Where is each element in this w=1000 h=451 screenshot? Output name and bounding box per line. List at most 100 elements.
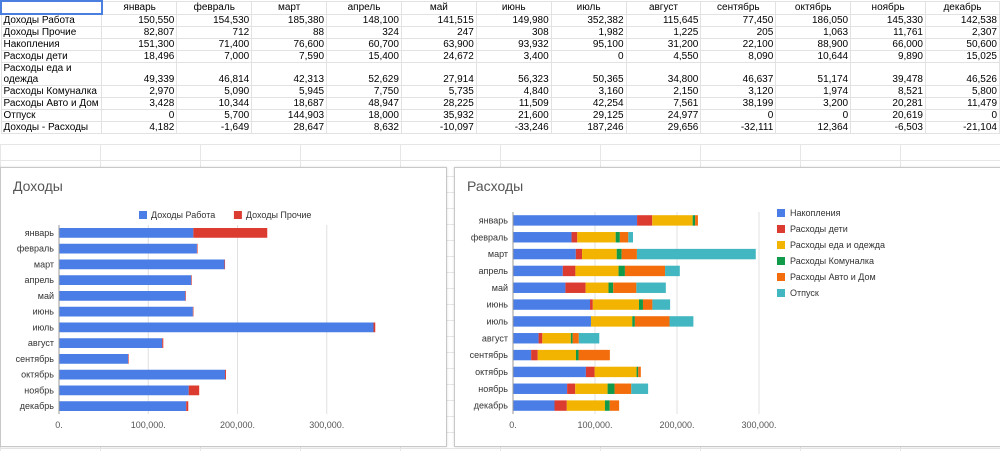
value-cell[interactable]: 1,225 — [625, 26, 702, 39]
value-cell[interactable]: 247 — [400, 26, 477, 39]
row-label-cell[interactable]: Расходы дети — [0, 50, 103, 63]
value-cell[interactable]: 51,174 — [775, 62, 852, 86]
value-cell[interactable]: 9,890 — [850, 50, 926, 63]
value-cell[interactable]: 93,932 — [475, 38, 552, 51]
value-cell[interactable]: 38,199 — [700, 97, 777, 110]
month-header-cell[interactable]: июнь — [475, 0, 552, 15]
value-cell[interactable]: 76,600 — [251, 38, 328, 51]
value-cell[interactable]: 46,526 — [924, 62, 1000, 86]
value-cell[interactable]: 145,330 — [850, 13, 926, 27]
value-cell[interactable]: 3,428 — [101, 97, 178, 110]
selected-cell[interactable] — [0, 0, 103, 15]
value-cell[interactable]: 29,656 — [625, 121, 702, 134]
value-cell[interactable]: 1,974 — [775, 85, 852, 98]
value-cell[interactable]: 1,982 — [550, 26, 627, 39]
value-cell[interactable]: 28,647 — [251, 121, 328, 134]
value-cell[interactable]: 148,100 — [326, 13, 402, 27]
value-cell[interactable]: 66,000 — [850, 38, 926, 51]
value-cell[interactable]: 27,914 — [400, 62, 477, 86]
value-cell[interactable]: 187,246 — [550, 121, 627, 134]
value-cell[interactable]: 52,629 — [326, 62, 402, 86]
value-cell[interactable]: 149,980 — [475, 13, 552, 27]
value-cell[interactable]: -1,649 — [176, 121, 253, 134]
value-cell[interactable]: 63,900 — [400, 38, 477, 51]
value-cell[interactable]: 2,150 — [625, 85, 702, 98]
value-cell[interactable]: 712 — [176, 26, 253, 39]
value-cell[interactable]: 77,450 — [700, 13, 777, 27]
value-cell[interactable]: 35,932 — [400, 109, 477, 122]
value-cell[interactable]: -10,097 — [400, 121, 477, 134]
month-header-cell[interactable]: октябрь — [775, 0, 852, 15]
value-cell[interactable]: 4,550 — [625, 50, 702, 63]
value-cell[interactable]: 12,364 — [775, 121, 852, 134]
value-cell[interactable]: 21,600 — [475, 109, 552, 122]
value-cell[interactable]: 0 — [700, 109, 777, 122]
value-cell[interactable]: 154,530 — [176, 13, 253, 27]
value-cell[interactable]: 0 — [550, 50, 627, 63]
value-cell[interactable]: 308 — [475, 26, 552, 39]
value-cell[interactable]: 60,700 — [326, 38, 402, 51]
value-cell[interactable]: 324 — [326, 26, 402, 39]
value-cell[interactable]: -6,503 — [850, 121, 926, 134]
value-cell[interactable]: 186,050 — [775, 13, 852, 27]
month-header-cell[interactable]: март — [251, 0, 328, 15]
value-cell[interactable]: 8,632 — [326, 121, 402, 134]
month-header-cell[interactable]: декабрь — [924, 0, 1000, 15]
month-header-cell[interactable]: июль — [550, 0, 627, 15]
value-cell[interactable]: 7,561 — [625, 97, 702, 110]
value-cell[interactable]: 88 — [251, 26, 328, 39]
value-cell[interactable]: 24,672 — [400, 50, 477, 63]
row-label-cell[interactable]: Расходы еда и одежда — [0, 62, 103, 86]
value-cell[interactable]: 48,947 — [326, 97, 402, 110]
value-cell[interactable]: 46,637 — [700, 62, 777, 86]
value-cell[interactable]: 0 — [924, 109, 1000, 122]
value-cell[interactable]: 7,000 — [176, 50, 253, 63]
row-label-cell[interactable]: Накопления — [0, 38, 103, 51]
row-label-cell[interactable]: Расходы Комуналка — [0, 85, 103, 98]
value-cell[interactable]: 0 — [101, 109, 178, 122]
expense-chart-panel[interactable]: Расходы 0. 100,000. 200,000. 300,000. январь… — [454, 167, 1000, 447]
month-header-cell[interactable]: ноябрь — [850, 0, 926, 15]
value-cell[interactable]: 3,200 — [775, 97, 852, 110]
month-header-cell[interactable]: август — [625, 0, 702, 15]
value-cell[interactable]: 11,509 — [475, 97, 552, 110]
value-cell[interactable]: 24,977 — [625, 109, 702, 122]
value-cell[interactable]: 29,125 — [550, 109, 627, 122]
value-cell[interactable]: 34,800 — [625, 62, 702, 86]
value-cell[interactable]: 82,807 — [101, 26, 178, 39]
row-label-cell[interactable]: Доходы Прочие — [0, 26, 103, 39]
value-cell[interactable]: 71,400 — [176, 38, 253, 51]
value-cell[interactable]: 15,400 — [326, 50, 402, 63]
value-cell[interactable]: 3,400 — [475, 50, 552, 63]
month-header-cell[interactable]: сентябрь — [700, 0, 777, 15]
value-cell[interactable]: -32,111 — [700, 121, 777, 134]
value-cell[interactable]: 0 — [775, 109, 852, 122]
row-label-cell[interactable]: Расходы Авто и Дом — [0, 97, 103, 110]
value-cell[interactable]: 5,945 — [251, 85, 328, 98]
value-cell[interactable]: 18,496 — [101, 50, 178, 63]
value-cell[interactable]: 10,344 — [176, 97, 253, 110]
value-cell[interactable]: 185,380 — [251, 13, 328, 27]
value-cell[interactable]: 18,000 — [326, 109, 402, 122]
value-cell[interactable]: 42,313 — [251, 62, 328, 86]
value-cell[interactable]: 20,619 — [850, 109, 926, 122]
value-cell[interactable]: 20,281 — [850, 97, 926, 110]
value-cell[interactable]: 5,700 — [176, 109, 253, 122]
value-cell[interactable]: 22,100 — [700, 38, 777, 51]
value-cell[interactable]: 144,903 — [251, 109, 328, 122]
month-header-cell[interactable]: апрель — [326, 0, 402, 15]
value-cell[interactable]: 28,225 — [400, 97, 477, 110]
value-cell[interactable]: 50,600 — [924, 38, 1000, 51]
value-cell[interactable]: 2,970 — [101, 85, 178, 98]
value-cell[interactable]: 15,025 — [924, 50, 1000, 63]
value-cell[interactable]: 46,814 — [176, 62, 253, 86]
value-cell[interactable]: 352,382 — [550, 13, 627, 27]
value-cell[interactable]: 7,590 — [251, 50, 328, 63]
value-cell[interactable]: 8,090 — [700, 50, 777, 63]
value-cell[interactable]: 115,645 — [625, 13, 702, 27]
value-cell[interactable]: 88,900 — [775, 38, 852, 51]
value-cell[interactable]: 141,515 — [400, 13, 477, 27]
month-header-cell[interactable]: май — [400, 0, 477, 15]
value-cell[interactable]: 11,479 — [924, 97, 1000, 110]
value-cell[interactable]: 8,521 — [850, 85, 926, 98]
